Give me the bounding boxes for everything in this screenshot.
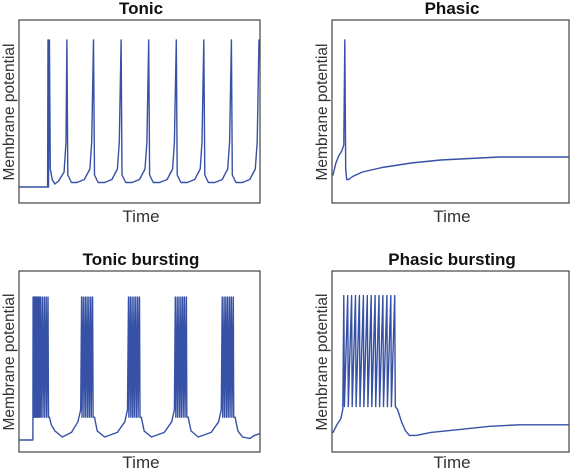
x-axis-label-phasic-bursting: Time <box>433 453 470 471</box>
x-axis-label-tonic-bursting: Time <box>122 453 159 471</box>
x-axis-label-tonic: Time <box>122 207 159 226</box>
x-axis-label-phasic: Time <box>433 207 470 226</box>
panel-title-phasic-bursting: Phasic bursting <box>388 250 516 269</box>
trace-group-phasic <box>332 39 569 181</box>
panel-title-phasic: Phasic <box>425 0 480 18</box>
y-axis-label-tonic-bursting: Membrane potential <box>1 294 18 431</box>
plot-frame-tonic <box>18 19 261 204</box>
plot-frame-phasic <box>331 19 570 204</box>
y-axis-label-tonic: Membrane potential <box>1 44 18 181</box>
plot-frame-tonic-bursting <box>18 270 261 453</box>
trace-group-tonic-bursting <box>19 296 260 441</box>
membrane-trace-phasic-bursting <box>332 294 569 437</box>
membrane-trace-tonic <box>19 39 260 188</box>
trace-group-phasic-bursting <box>332 294 569 437</box>
y-axis-label-phasic: Membrane potential <box>314 44 331 181</box>
membrane-trace-tonic-bursting <box>19 296 260 441</box>
membrane-trace-phasic <box>332 39 569 181</box>
plot-frame-phasic-bursting <box>331 270 570 453</box>
panel-title-tonic-bursting: Tonic bursting <box>83 250 200 269</box>
panel-title-tonic: Tonic <box>119 0 163 18</box>
y-axis-label-phasic-bursting: Membrane potential <box>314 294 331 431</box>
trace-group-tonic <box>19 39 260 188</box>
